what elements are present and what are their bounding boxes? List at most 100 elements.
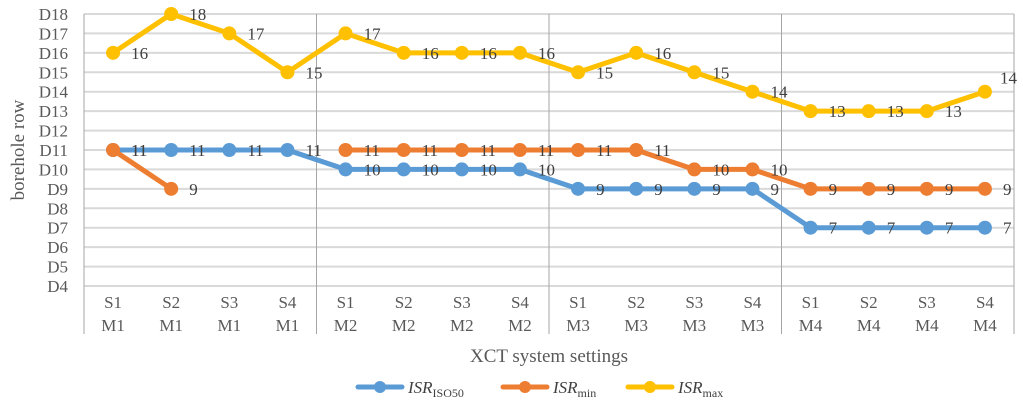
series-line (343, 147, 988, 192)
y-tick-label: D18 (39, 5, 68, 24)
data-label: 14 (1000, 69, 1018, 88)
data-label: 11 (538, 141, 554, 160)
data-label: 11 (480, 141, 496, 160)
data-point (396, 162, 411, 177)
data-label: 9 (770, 180, 779, 199)
legend-item-max[interactable]: ISRmax (625, 378, 723, 400)
data-point (280, 65, 295, 80)
y-tick-label: D9 (47, 180, 68, 199)
data-label: 14 (770, 83, 788, 102)
data-point (512, 143, 527, 157)
x-tick-label-setting: S3 (453, 293, 471, 312)
data-label: 9 (596, 180, 605, 199)
y-tick-label: D8 (47, 199, 68, 218)
x-tick-label-group: M2 (450, 316, 474, 335)
y-tick-label: D7 (47, 219, 68, 238)
data-label: 15 (305, 63, 322, 82)
data-label: 9 (712, 180, 721, 199)
data-label: 17 (247, 24, 265, 43)
data-label: 11 (189, 141, 205, 160)
x-axis: S1 M1 S2 M1 S3 M1 S4 M1 S1 M2 S2 M2 S3 M2 S4 M2 S1 M3 S2 M3… (83, 14, 1015, 335)
data-point (861, 104, 876, 119)
x-tick-label-setting: S4 (278, 293, 296, 312)
x-tick-label-setting: S3 (685, 293, 703, 312)
legend-label: ISRmax (677, 378, 723, 400)
data-point (222, 26, 237, 41)
x-tick-label-group: M3 (624, 316, 648, 335)
data-label: 16 (538, 44, 555, 63)
data-point (512, 45, 527, 60)
data-label: 16 (131, 44, 148, 63)
data-label: 18 (189, 5, 206, 24)
x-tick-label-group: M1 (101, 316, 125, 335)
y-tick-label: D13 (39, 102, 68, 121)
data-label: 11 (654, 141, 670, 160)
x-tick-label-setting: S2 (162, 293, 180, 312)
legend-label: ISRISO50 (407, 378, 464, 400)
y-tick-label: D16 (39, 44, 68, 63)
data-point (629, 45, 644, 60)
legend-swatch-marker (374, 381, 386, 393)
data-label: 11 (131, 141, 147, 160)
data-label: 15 (712, 63, 729, 82)
data-label: 9 (945, 180, 954, 199)
data-label: 13 (829, 102, 846, 121)
data-label: 15 (596, 63, 613, 82)
x-tick-label-setting: S1 (104, 293, 122, 312)
y-tick-label: D12 (39, 122, 68, 141)
data-label: 13 (945, 102, 962, 121)
x-tick-label-group: M4 (857, 316, 881, 335)
data-label: 9 (887, 180, 896, 199)
x-tick-label-setting: S4 (976, 293, 994, 312)
data-point (687, 65, 702, 80)
data-label: 10 (538, 160, 555, 179)
data-point (338, 143, 353, 157)
x-tick-label-setting: S1 (802, 293, 820, 312)
data-point (977, 84, 992, 99)
legend-item-min[interactable]: ISRmin (500, 378, 596, 400)
data-point (512, 162, 527, 177)
y-tick-label: D17 (39, 24, 69, 43)
data-label: 10 (770, 160, 787, 179)
data-label: 10 (364, 160, 381, 179)
x-tick-label-group: M2 (392, 316, 416, 335)
data-label: 7 (887, 219, 896, 238)
data-label: 7 (829, 219, 838, 238)
y-axis-title: borehole row (8, 99, 29, 200)
data-point (338, 26, 353, 41)
y-tick-label: D6 (47, 238, 68, 257)
x-tick-label-group: M1 (159, 316, 183, 335)
data-label: 16 (654, 44, 671, 63)
x-tick-label-setting: S4 (511, 293, 529, 312)
data-point (803, 220, 818, 235)
legend-label-subscript: ISO50 (433, 386, 464, 400)
legend-swatch-marker (519, 381, 531, 393)
data-point (687, 162, 702, 177)
x-tick-label-setting: S2 (860, 293, 878, 312)
legend-label: ISRmin (552, 378, 596, 400)
data-point (803, 104, 818, 119)
y-tick-label: D4 (47, 277, 68, 296)
data-point (164, 7, 179, 21)
x-tick-label-setting: S3 (918, 293, 936, 312)
legend-item-iso50[interactable]: ISRISO50 (355, 378, 464, 400)
data-point (629, 181, 644, 196)
data-label: 7 (945, 219, 954, 238)
series-min (106, 143, 992, 196)
data-point (629, 143, 644, 157)
data-label: 11 (364, 141, 380, 160)
y-tick-label: D14 (39, 83, 69, 102)
data-label: 9 (829, 180, 838, 199)
data-point (222, 143, 237, 157)
data-label: 11 (596, 141, 612, 160)
x-tick-label-group: M4 (799, 316, 823, 335)
legend-label-subscript: max (703, 386, 724, 400)
data-point (454, 143, 469, 157)
data-point (454, 162, 469, 177)
data-point (571, 181, 586, 196)
x-axis-title: XCT system settings (470, 346, 628, 367)
data-label: 11 (305, 141, 321, 160)
y-tick-label: D11 (39, 141, 68, 160)
data-label: 10 (422, 160, 439, 179)
